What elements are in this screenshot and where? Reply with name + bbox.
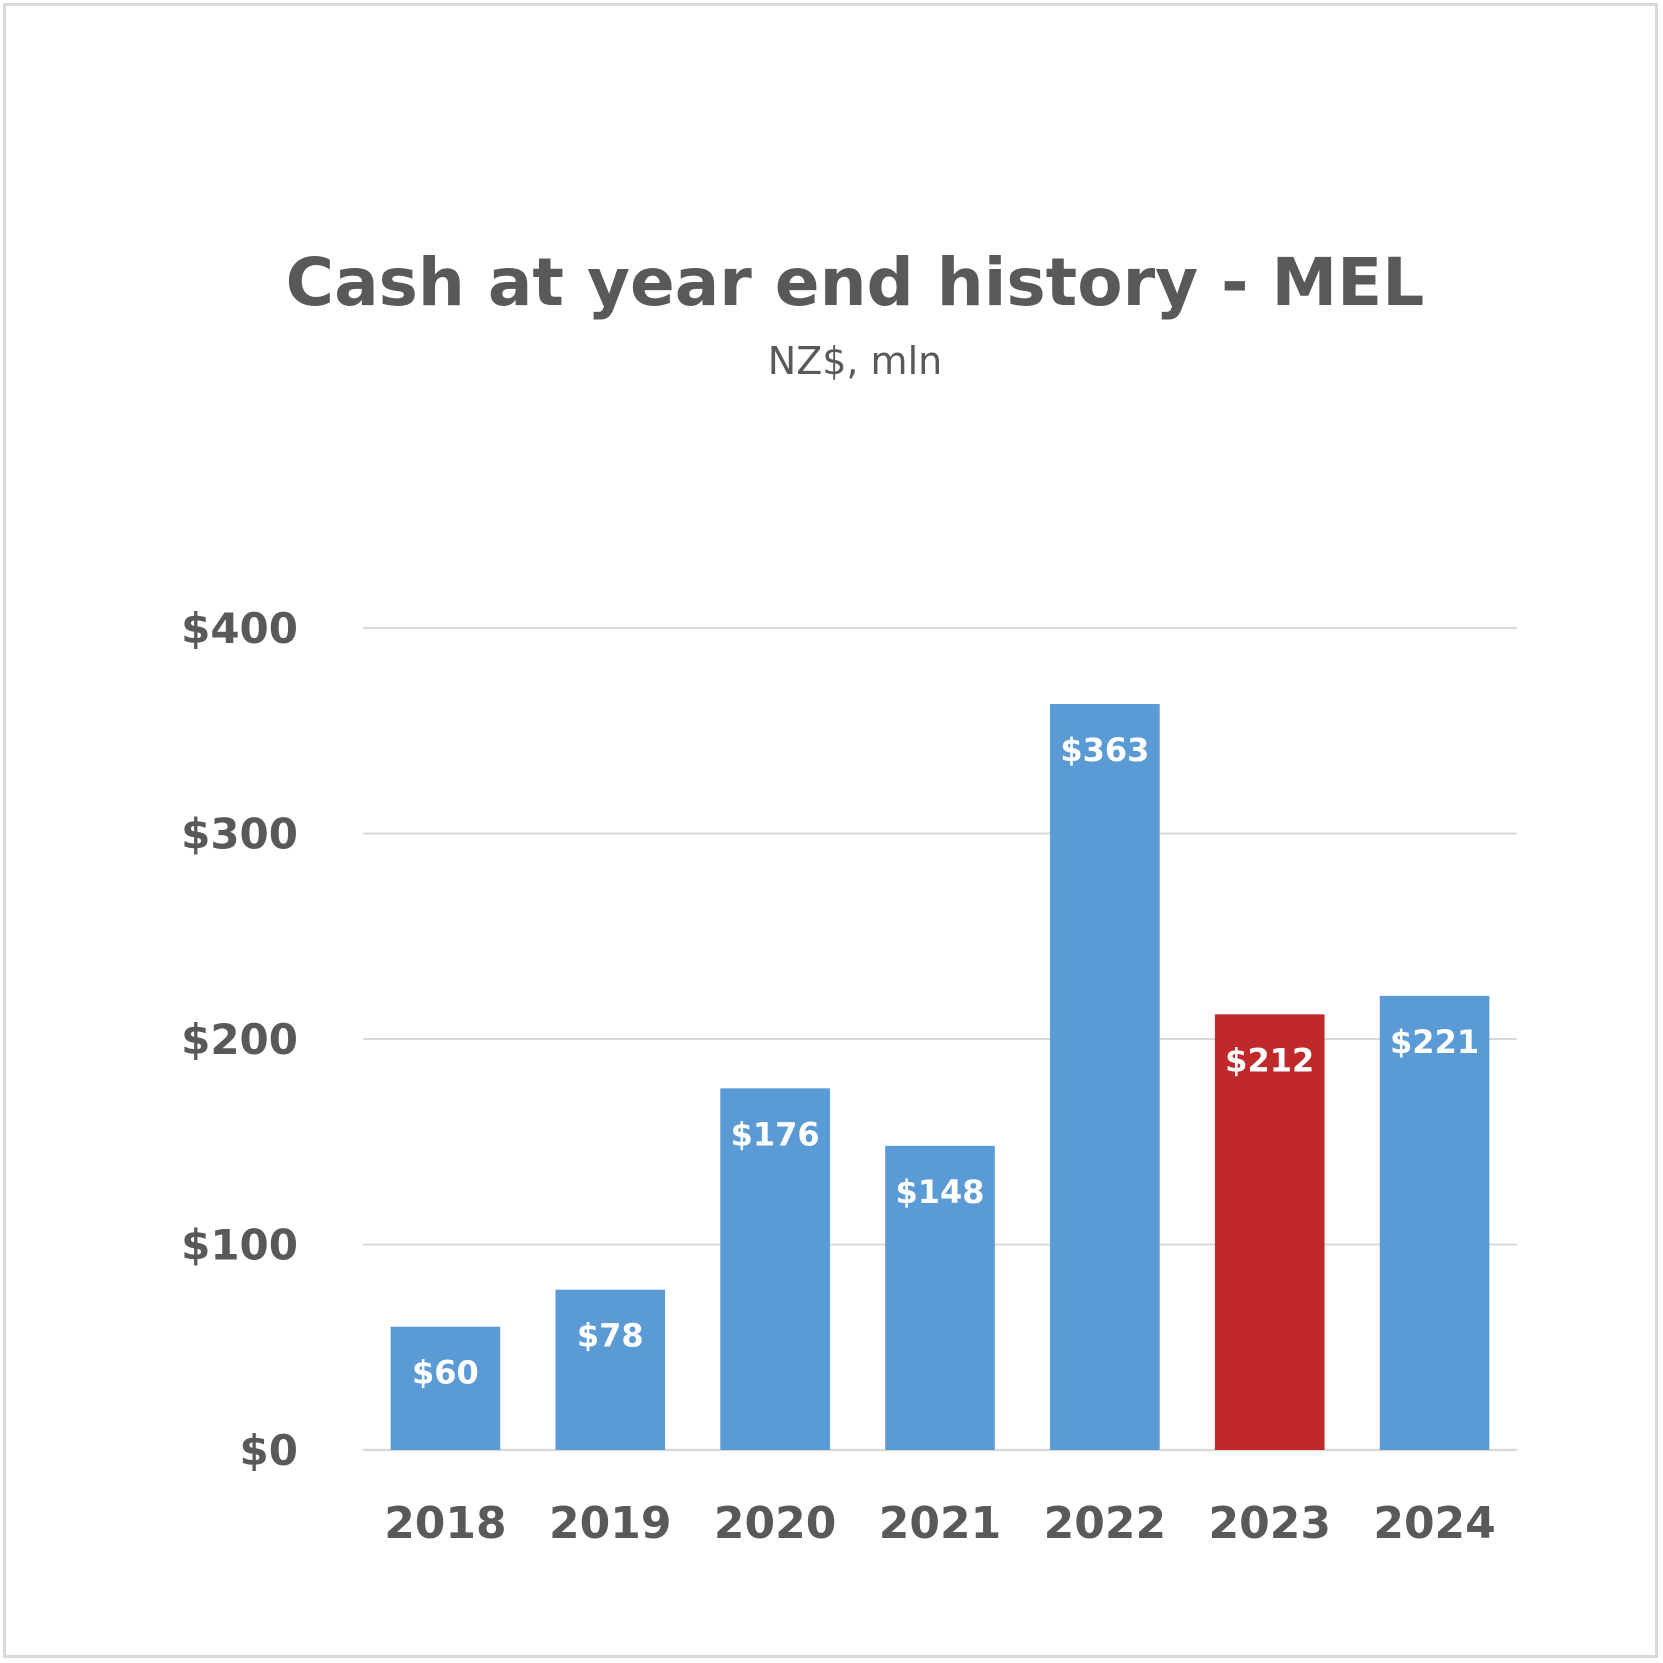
data-label-2024: $221 xyxy=(1390,1023,1479,1061)
data-label-2021: $148 xyxy=(895,1173,984,1211)
bar-2018 xyxy=(390,1326,501,1450)
bar-2023 xyxy=(1214,1014,1325,1450)
x-axis-ticks: 2018 2019 2020 2021 2022 2023 2024 xyxy=(384,1498,1496,1549)
x-tick-label: 2020 xyxy=(714,1498,836,1549)
bar-2024 xyxy=(1379,995,1490,1450)
y-tick-label: $300 xyxy=(181,810,298,859)
data-label-2019: $78 xyxy=(577,1317,644,1355)
x-tick-label: 2018 xyxy=(384,1498,506,1549)
chart-title: Cash at year end history - MEL xyxy=(286,244,1425,321)
data-labels: $60 $78 $176 $148 $363 $212 $221 xyxy=(412,731,1479,1392)
bar-2019 xyxy=(555,1289,666,1450)
bar-2021 xyxy=(885,1145,995,1450)
data-label-2023: $212 xyxy=(1225,1041,1314,1079)
y-axis-ticks: $0 $100 $200 $300 $400 xyxy=(181,604,298,1475)
y-tick-label: $200 xyxy=(181,1015,298,1064)
y-tick-label: $0 xyxy=(240,1426,298,1475)
x-tick-label: 2023 xyxy=(1208,1498,1330,1549)
y-tick-label: $100 xyxy=(181,1221,298,1270)
x-tick-label: 2024 xyxy=(1373,1498,1495,1549)
data-label-2018: $60 xyxy=(412,1354,479,1392)
x-tick-label: 2021 xyxy=(879,1498,1001,1549)
bars xyxy=(390,704,1490,1450)
bar-2022 xyxy=(1050,704,1160,1450)
y-tick-label: $400 xyxy=(181,604,298,653)
x-tick-label: 2022 xyxy=(1044,1498,1166,1549)
data-label-2022: $363 xyxy=(1060,731,1149,769)
bar-2020 xyxy=(720,1088,830,1450)
x-tick-label: 2019 xyxy=(549,1498,671,1549)
data-label-2020: $176 xyxy=(731,1115,820,1153)
chart-subtitle: NZ$, mln xyxy=(768,339,942,383)
